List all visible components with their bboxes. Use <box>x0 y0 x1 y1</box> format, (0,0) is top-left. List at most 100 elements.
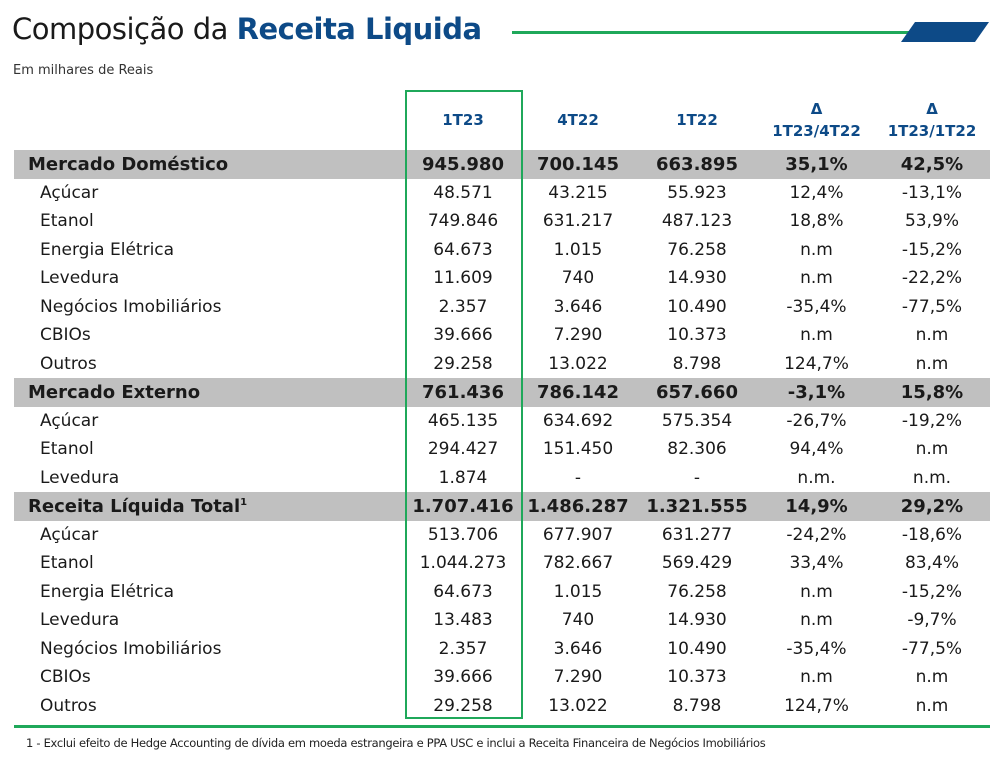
value-cell: 35,1% <box>759 150 874 179</box>
table-row: Açúcar 48.571 43.215 55.923 12,4% -13,1% <box>14 179 990 208</box>
row-label-cell: Levedura <box>14 264 405 293</box>
value-cell: 2.357 <box>438 296 488 317</box>
value-cell: 8.798 <box>672 353 722 374</box>
row-label: Levedura <box>40 268 120 289</box>
value-cell: 42,5% <box>874 150 990 179</box>
highlight-1t23-box <box>405 90 523 719</box>
column-header: 4T22 <box>521 90 635 150</box>
value-cell: 14,9% <box>759 492 874 521</box>
value-cell: 10.373 <box>667 325 727 346</box>
row-label-cell: Energia Elétrica <box>14 578 405 607</box>
header-row: 1T23 4T22 1T22 Δ 1T23/4T22 Δ 1T23/1T22 <box>14 90 990 150</box>
value-cell: -18,6% <box>901 524 963 545</box>
row-label: CBIOs <box>40 325 91 346</box>
value-cell: 33,4% <box>789 553 844 574</box>
row-label-cell: Etanol <box>14 549 405 578</box>
value-cell: 631.277 <box>661 524 733 545</box>
value-cell: 82.306 <box>667 439 727 460</box>
value-cell: - <box>574 467 582 488</box>
value-cell: n.m <box>800 667 833 688</box>
value-cell: n.m. <box>797 467 836 488</box>
row-label-cell: Açúcar <box>14 521 405 550</box>
value-cell: 83,4% <box>904 553 959 574</box>
row-label: Negócios Imobiliários <box>40 296 222 317</box>
section-row: Mercado Externo 761.436 786.142 657.660 -3,1… <box>14 378 990 407</box>
footnote: 1 - Exclui efeito de Hedge Accounting de… <box>26 736 766 750</box>
section-row: Mercado Doméstico 945.980 700.145 663.895 35… <box>14 150 990 179</box>
row-label-cell: Outros <box>14 692 405 721</box>
value-cell: 53,9% <box>904 211 959 232</box>
value-cell: 29,2% <box>874 492 990 521</box>
value-cell: -22,2% <box>901 268 963 289</box>
value-cell: 1.015 <box>553 239 603 260</box>
value-cell: 7.290 <box>553 667 603 688</box>
row-label-cell: Açúcar <box>14 407 405 436</box>
value-cell: 761.436 <box>405 378 521 407</box>
row-label: Etanol <box>40 211 94 232</box>
column-header-label: 1T22 <box>676 111 718 129</box>
row-label: Energia Elétrica <box>40 239 175 260</box>
value-cell: 64.673 <box>433 239 493 260</box>
value-cell: 786.142 <box>521 378 635 407</box>
column-header-label: 1T23/4T22 <box>772 122 861 140</box>
table-row: Outros 29.258 13.022 8.798 124,7% n.m <box>14 350 990 379</box>
row-label: Etanol <box>40 553 94 574</box>
value-cell: 7.290 <box>553 325 603 346</box>
value-cell: n.m <box>915 353 949 374</box>
value-cell: n.m. <box>912 467 952 488</box>
value-cell: -15,2% <box>901 239 963 260</box>
column-header: 1T23 <box>405 90 521 150</box>
units-subtitle: Em milhares de Reais <box>13 63 154 78</box>
table-row: Outros 29.258 13.022 8.798 124,7% n.m <box>14 692 990 721</box>
table-row: CBIOs 39.666 7.290 10.373 n.m n.m <box>14 663 990 692</box>
row-label-cell: Receita Líquida Total1 <box>14 492 405 521</box>
value-cell: n.m <box>915 695 949 716</box>
value-cell: 1.321.555 <box>635 492 759 521</box>
table-row: CBIOs 39.666 7.290 10.373 n.m n.m <box>14 321 990 350</box>
value-cell: 749.846 <box>427 211 499 232</box>
value-cell: 48.571 <box>433 182 493 203</box>
row-label-cell: Levedura <box>14 606 405 635</box>
value-cell: -77,5% <box>901 638 963 659</box>
table-row: Etanol 1.044.273 782.667 569.429 33,4% 83,4% <box>14 549 990 578</box>
value-cell: 76.258 <box>667 239 727 260</box>
page-title: Composição da Receita Liquida <box>12 12 482 46</box>
value-cell: -35,4% <box>786 638 847 659</box>
row-label: Levedura <box>40 610 120 631</box>
revenue-table: 1T23 4T22 1T22 Δ 1T23/4T22 Δ 1T23/1T22 Mercado… <box>14 90 990 720</box>
value-cell: 513.706 <box>427 524 499 545</box>
value-cell: -35,4% <box>786 296 847 317</box>
value-cell: 76.258 <box>667 581 727 602</box>
value-cell: 465.135 <box>427 410 499 431</box>
row-label: Açúcar <box>40 182 99 203</box>
row-label-cell: Outros <box>14 350 405 379</box>
row-label: Etanol <box>40 439 94 460</box>
value-cell: 663.895 <box>635 150 759 179</box>
value-cell: 29.258 <box>433 695 493 716</box>
value-cell: 575.354 <box>661 410 733 431</box>
row-label: Outros <box>40 695 97 716</box>
row-label: Açúcar <box>40 410 99 431</box>
value-cell: 634.692 <box>542 410 614 431</box>
value-cell: 3.646 <box>553 296 603 317</box>
column-header-top: Δ <box>926 100 938 118</box>
row-label: CBIOs <box>40 667 91 688</box>
table-row: Levedura 13.483 740 14.930 n.m -9,7% <box>14 606 990 635</box>
value-cell: 10.490 <box>667 638 727 659</box>
row-label-cell: Açúcar <box>14 179 405 208</box>
value-cell: 18,8% <box>789 211 844 232</box>
row-label: Mercado Doméstico <box>28 153 229 175</box>
value-cell: 8.798 <box>672 695 722 716</box>
value-cell: 700.145 <box>521 150 635 179</box>
value-cell: 14.930 <box>667 268 727 289</box>
row-label: Levedura <box>40 467 120 488</box>
value-cell: 64.673 <box>433 581 493 602</box>
row-label-cell: Etanol <box>14 207 405 236</box>
value-cell: 124,7% <box>784 353 849 374</box>
value-cell: -13,1% <box>901 182 963 203</box>
brand-slant-shape <box>900 22 990 42</box>
value-cell: 11.609 <box>433 268 493 289</box>
value-cell: 151.450 <box>542 439 614 460</box>
value-cell: 569.429 <box>661 553 733 574</box>
column-header-top: Δ <box>810 100 823 118</box>
